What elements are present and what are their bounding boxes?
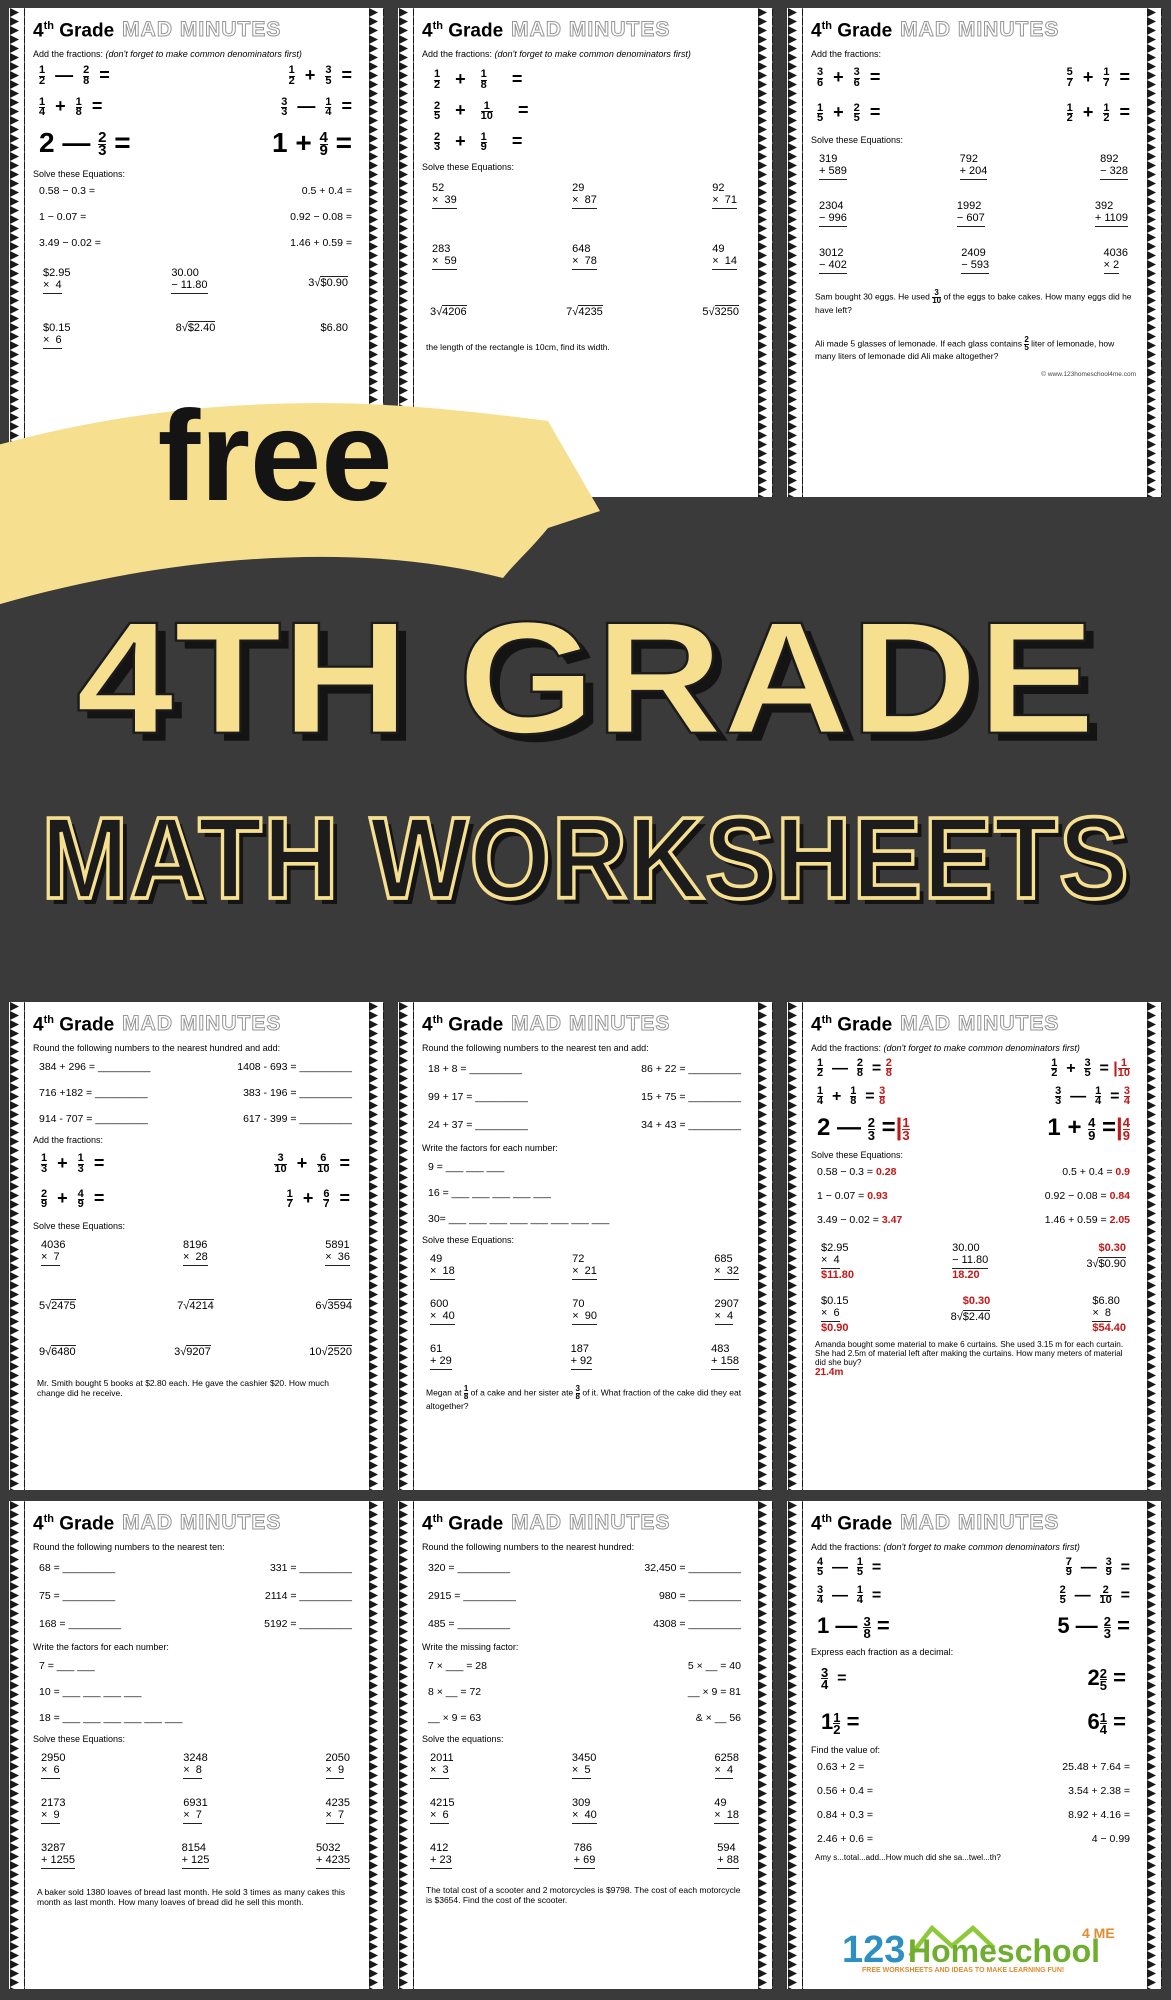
svg-text:123: 123 xyxy=(842,1929,905,1971)
svg-text:FREE WORKSHEETS AND IDEAS TO M: FREE WORKSHEETS AND IDEAS TO MAKE LEARNI… xyxy=(862,1967,1064,1974)
svg-text:4 ME: 4 ME xyxy=(1082,1925,1115,1941)
svg-text:Homeschool: Homeschool xyxy=(908,1933,1100,1969)
svg-text:free: free xyxy=(158,385,393,528)
